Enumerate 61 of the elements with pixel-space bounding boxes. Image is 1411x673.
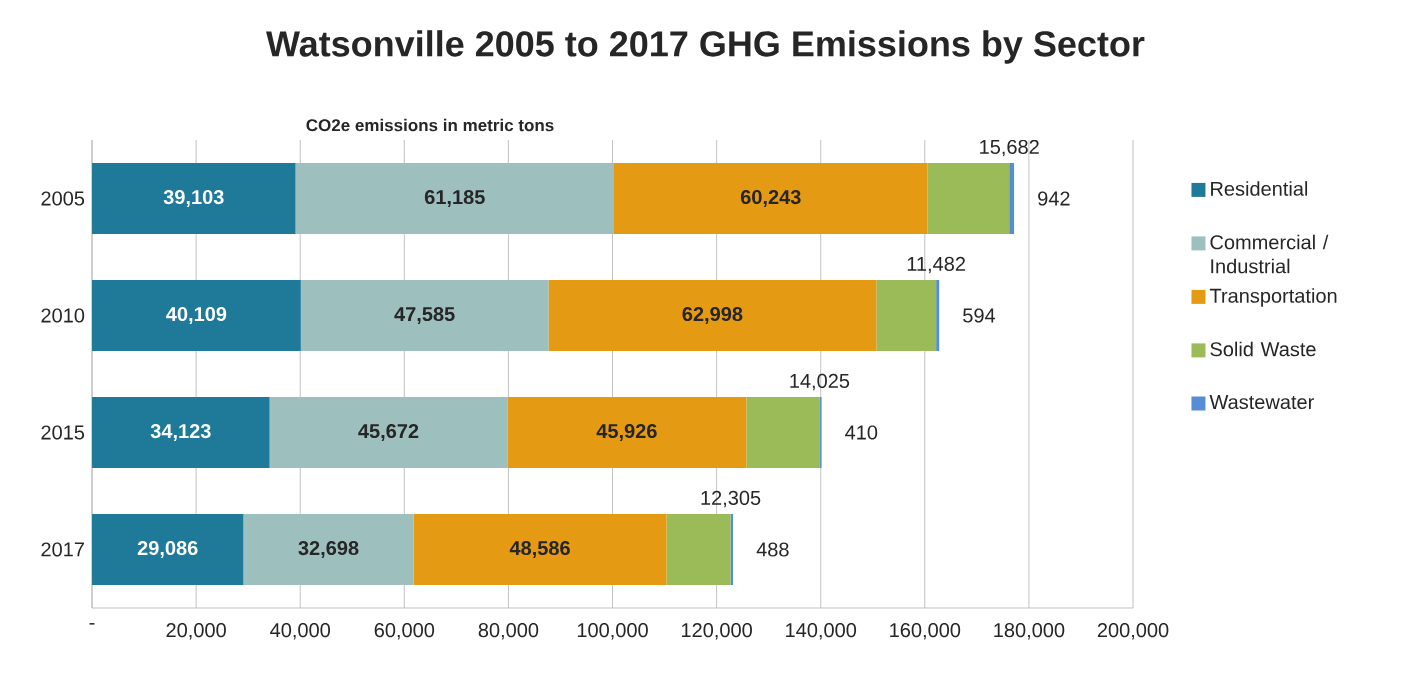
- legend-label: Commercial / Industrial: [1210, 234, 1329, 274]
- x-tick-label: 140,000: [786, 623, 857, 640]
- bar: [92, 163, 296, 234]
- bar: [927, 163, 1010, 234]
- bar: [92, 396, 270, 468]
- bar: [413, 513, 667, 585]
- legend-label: Residential: [1211, 181, 1308, 196]
- bar: [666, 513, 731, 585]
- x-tick-label: 20,000: [166, 623, 226, 640]
- y-tick-label: 2010: [41, 308, 85, 323]
- bar: [746, 396, 820, 468]
- bar: [295, 163, 615, 234]
- bar: [300, 280, 549, 351]
- bar: [243, 513, 414, 585]
- data-label: 29,086: [137, 540, 198, 559]
- y-tick-label: 2017: [41, 542, 84, 557]
- y-tick-label: 2015: [41, 425, 85, 440]
- data-label: 45,672: [358, 423, 419, 442]
- chart-title: Watsonville 2005 to 2017 GHG Emissions by Sector: [266, 30, 1145, 64]
- data-label: 15,682: [980, 139, 1039, 157]
- data-label: 62,998: [682, 306, 743, 325]
- x-tick-label: 40,000: [270, 623, 331, 640]
- data-label: 12,305: [701, 490, 761, 508]
- data-label: 60,243: [740, 189, 801, 208]
- bar: [819, 396, 822, 468]
- legend-label: Transportation: [1209, 288, 1337, 307]
- data-label: 32,698: [298, 540, 359, 559]
- x-tick-label: 80,000: [478, 623, 539, 640]
- data-label: 39,103: [163, 189, 224, 208]
- bar: [548, 280, 877, 351]
- bar: [92, 280, 301, 351]
- data-label: 942: [1038, 191, 1070, 206]
- data-label: 34,123: [150, 423, 211, 442]
- legend-label: Wastewater: [1209, 395, 1314, 410]
- x-tick-label: 60,000: [374, 623, 435, 640]
- bar: [507, 396, 747, 468]
- data-label: 594: [963, 308, 996, 323]
- x-tick-label: 200,000: [1097, 623, 1169, 640]
- x-tick-label: 180,000: [994, 623, 1065, 640]
- bar: [614, 163, 928, 234]
- x-tick-label: 120,000: [682, 623, 752, 640]
- bar: [269, 396, 508, 468]
- data-label: 61,185: [424, 189, 485, 208]
- data-label: 410: [845, 425, 878, 440]
- data-label: 11,482: [907, 256, 965, 274]
- legend-label: Solid Waste: [1210, 341, 1316, 357]
- bar: [92, 513, 244, 585]
- data-label: 40,109: [166, 306, 227, 325]
- x-tick-label: 100,000: [577, 623, 648, 640]
- data-label: 488: [756, 542, 789, 557]
- chart-subtitle: CO2e emissions in metric tons: [306, 118, 554, 132]
- data-label: 45,926: [596, 423, 657, 442]
- data-label: 47,585: [394, 306, 455, 325]
- y-tick-label: 2005: [41, 191, 85, 206]
- x-tick-label: -: [89, 623, 95, 625]
- bar: [876, 280, 937, 351]
- x-tick-label: 160,000: [890, 623, 961, 640]
- bar: [936, 280, 940, 351]
- data-label: 14,025: [790, 373, 850, 391]
- bar: [1009, 163, 1015, 234]
- data-label: 48,586: [509, 540, 570, 559]
